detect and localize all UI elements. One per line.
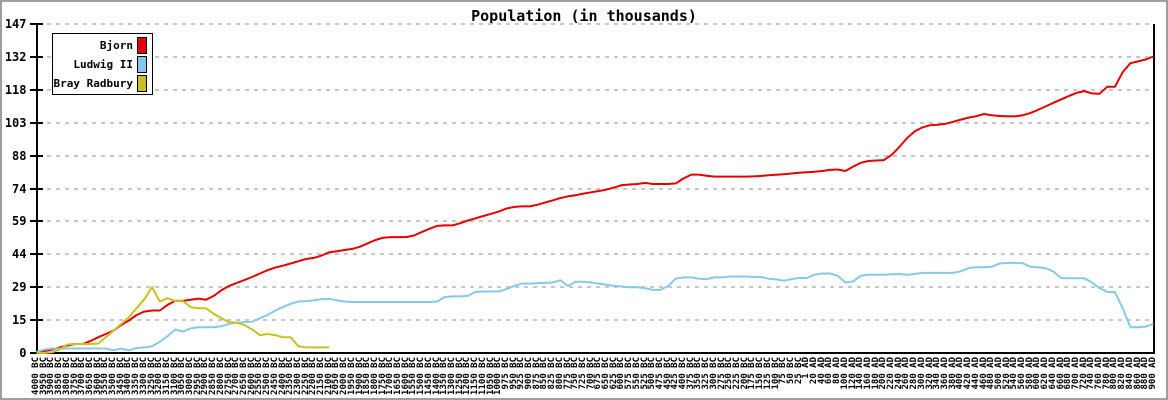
chart-title: Population (in thousands)	[471, 7, 697, 25]
y-tick-label: 15	[12, 313, 27, 328]
y-tick-label: 74	[12, 181, 27, 196]
y-gridline	[37, 220, 1153, 223]
legend-item: Bjorn	[53, 36, 152, 54]
y-gridline	[37, 55, 1153, 58]
legend: Bjorn Ludwig II Bray Radbury	[52, 33, 153, 95]
legend-label: Bjorn	[99, 38, 133, 52]
legend-color-swatch	[137, 74, 147, 92]
y-axis-line	[35, 24, 38, 353]
y-tick-label: 147	[4, 17, 27, 31]
legend-color-swatch	[137, 36, 147, 54]
y-tick-label: 29	[12, 280, 27, 295]
legend-item: Ludwig II	[53, 55, 152, 73]
y-tick-label: 59	[12, 214, 27, 229]
y-tick-label: 0	[19, 346, 27, 360]
series-line-ludwig-ii	[36, 261, 1154, 353]
y-gridline	[37, 154, 1153, 157]
right-border-line	[1152, 24, 1155, 353]
y-gridline	[37, 88, 1153, 91]
legend-label: Ludwig II	[73, 57, 133, 71]
legend-color-swatch	[137, 55, 147, 73]
legend-item: Bray Radbury	[53, 74, 152, 92]
y-gridline	[37, 23, 1153, 25]
y-tick-label: 88	[12, 148, 27, 163]
x-axis-line	[29, 352, 1155, 354]
y-tick-label: 132	[4, 49, 27, 64]
legend-label: Bray Radbury	[53, 76, 133, 90]
y-gridline	[37, 286, 1153, 289]
y-gridline	[37, 187, 1153, 190]
y-tick-label: 103	[4, 115, 27, 130]
series-line-bray-radbury	[36, 286, 330, 354]
y-tick-label: 44	[12, 247, 27, 262]
y-gridline	[37, 253, 1153, 256]
y-gridline	[37, 121, 1153, 124]
y-tick-label: 118	[4, 82, 27, 97]
series-line-bjorn	[36, 55, 1154, 354]
y-gridline	[37, 319, 1153, 322]
